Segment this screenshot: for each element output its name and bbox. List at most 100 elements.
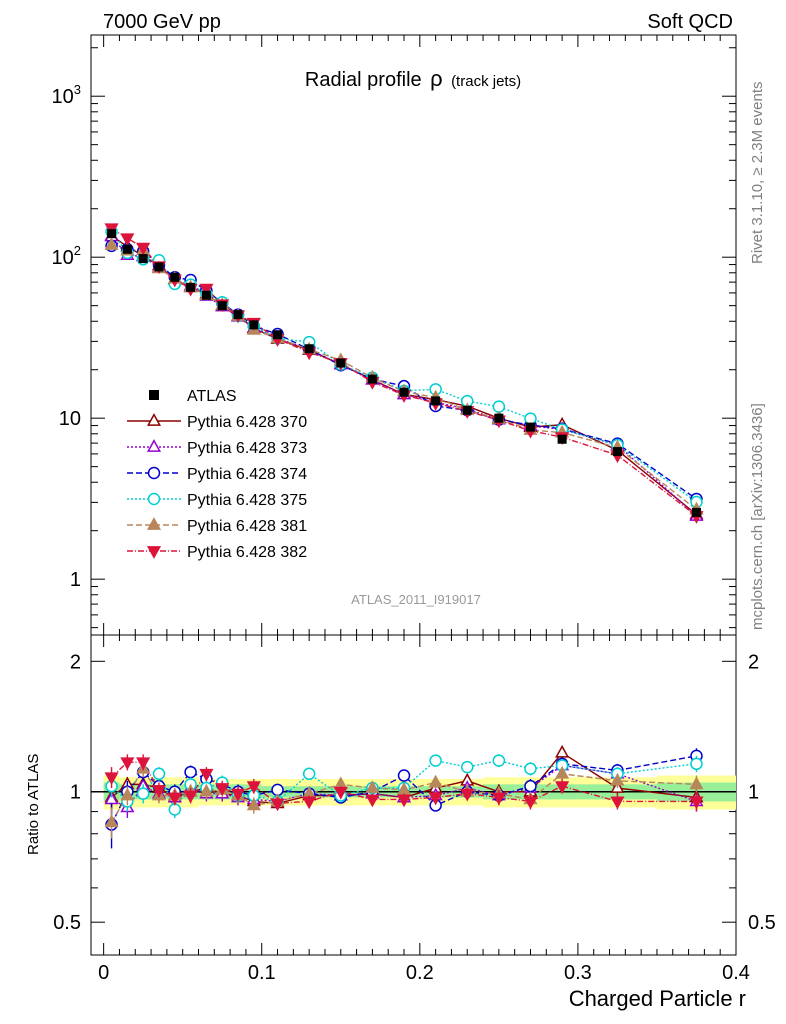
header-energy: 7000 GeV pp	[103, 11, 221, 33]
atlas-data-point	[233, 310, 243, 320]
series-marker-main-3	[492, 400, 506, 413]
series-marker-ratio-4	[104, 814, 119, 828]
legend-marker-1	[146, 439, 162, 452]
series-marker-ratio-5	[333, 786, 348, 800]
series-marker-ratio-4	[365, 780, 380, 793]
legend-marker-4	[146, 517, 162, 530]
series-marker-ratio-5	[230, 788, 246, 802]
x-tick-label-0.1: 0.1	[248, 962, 276, 984]
y-tick-label-1000-exp: 3	[74, 82, 81, 97]
series-marker-ratio-4	[610, 772, 625, 786]
series-marker-ratio-4	[120, 787, 135, 801]
series-line-ratio-4	[110, 767, 697, 823]
series-marker-ratio-3	[152, 767, 166, 781]
series-marker-ratio-5	[151, 784, 167, 798]
series-marker-main-4	[104, 237, 119, 250]
atlas-data-point	[249, 320, 259, 330]
analysis-tag: ATLAS_2011_I919017	[351, 592, 481, 607]
legend-label-382: Pythia 6.428 382	[187, 544, 307, 561]
atlas-data-point	[186, 282, 196, 292]
ratio-tick-label-1: 1	[70, 782, 81, 804]
series-marker-ratio-5	[689, 796, 704, 810]
atlas-data-point	[431, 396, 441, 406]
atlas-data-point	[691, 507, 701, 517]
series-lines	[110, 227, 697, 825]
ratio-tick-label-0.5: 0.5	[53, 912, 81, 934]
series-line-main-4	[111, 244, 697, 511]
series-marker-main-5	[136, 242, 151, 256]
legend-label-373: Pythia 6.428 373	[187, 440, 307, 457]
ticks	[91, 35, 737, 955]
atlas-data-point	[217, 301, 227, 311]
series-marker-ratio-5	[246, 781, 261, 795]
series-marker-ratio-3	[461, 760, 474, 774]
y-tick-label-10: 10	[59, 408, 81, 430]
series-marker-ratio-5	[523, 796, 538, 810]
series-marker-ratio-5	[491, 792, 506, 806]
atlas-data-point	[107, 229, 117, 239]
series-marker-ratio-5	[396, 794, 412, 808]
series-marker-ratio-5	[460, 788, 475, 802]
series-marker-ratio-5	[365, 794, 380, 808]
series-marker-ratio-2	[397, 769, 411, 782]
x-tick-label-0.2: 0.2	[406, 962, 434, 984]
legend-marker-3	[147, 492, 161, 506]
atlas-data-point	[494, 413, 504, 423]
series-marker-ratio-5	[199, 768, 214, 782]
legend-marker-2	[147, 466, 161, 480]
y-axis-labels: 1 10 102 103	[52, 82, 81, 591]
y-tick-label-1: 1	[70, 569, 81, 591]
series-line-main-3	[110, 231, 697, 503]
series-line-ratio-2	[110, 755, 697, 825]
series-marker-ratio-3	[492, 754, 506, 767]
series-line-main-5	[111, 227, 697, 517]
header-process: Soft QCD	[647, 11, 733, 33]
x-tick-label-0.3: 0.3	[564, 962, 592, 984]
series-line-main-2	[111, 245, 697, 500]
series-marker-ratio-4	[428, 774, 443, 788]
x-axis-labels: 0 0.1 0.2 0.3 0.4	[98, 962, 750, 984]
legend-label-381: Pythia 6.428 381	[187, 518, 307, 535]
legend-label-atlas: ATLAS	[187, 388, 237, 405]
legend: ATLAS Pythia 6.428 370 Pythia 6.428 373 …	[127, 388, 307, 561]
x-tick-label-0.4: 0.4	[722, 962, 750, 984]
atlas-data-point	[138, 254, 148, 264]
series-marker-ratio-2	[524, 779, 537, 793]
ratio-tick-label-right-0.5: 0.5	[748, 912, 776, 934]
series-marker-ratio-5	[104, 772, 119, 786]
legend-marker-0	[146, 413, 162, 426]
series-marker-ratio-4	[555, 765, 570, 779]
atlas-data-point	[170, 272, 180, 282]
legend-label-370: Pythia 6.428 370	[187, 414, 307, 431]
series-marker-main-5	[199, 283, 214, 297]
series-marker-ratio-4	[199, 783, 214, 797]
series-marker-ratio-5	[167, 792, 182, 806]
legend-marker-atlas	[149, 390, 159, 400]
legend-label-374: Pythia 6.428 374	[187, 466, 307, 483]
x-tick-label-0: 0	[98, 962, 109, 984]
series-line-ratio-3	[111, 759, 697, 811]
atlas-data-point	[399, 387, 409, 397]
series-line-ratio-5	[111, 761, 697, 805]
x-axis-title: Charged Particle r	[569, 986, 746, 1011]
series-marker-ratio-5	[610, 796, 625, 810]
rivet-version-label: Rivet 3.1.10, ≥ 2.3M events	[749, 82, 766, 265]
atlas-data-point	[612, 447, 622, 457]
series-marker-ratio-3	[524, 762, 537, 775]
series-marker-ratio-5	[183, 790, 198, 804]
series-marker-ratio-5	[215, 783, 230, 796]
plot-title-symbol: ρ	[430, 66, 443, 91]
atlas-data-point	[367, 374, 377, 384]
series-marker-ratio-4	[246, 797, 261, 811]
series-marker-ratio-3	[168, 803, 182, 816]
legend-marker-5	[146, 546, 162, 559]
mcplots-label: mcplots.cern.ch [arXiv:1306.3436]	[749, 403, 766, 630]
atlas-data-point	[154, 262, 164, 272]
series-markers	[104, 223, 704, 849]
series-marker-ratio-5	[555, 781, 570, 795]
ratio-axis-title: Ratio to ATLAS	[25, 754, 42, 855]
series-marker-ratio-3	[136, 787, 150, 800]
y-tick-label-100-base: 10	[52, 247, 74, 269]
plot-title: Radial profile ρ (track jets)	[305, 66, 521, 91]
